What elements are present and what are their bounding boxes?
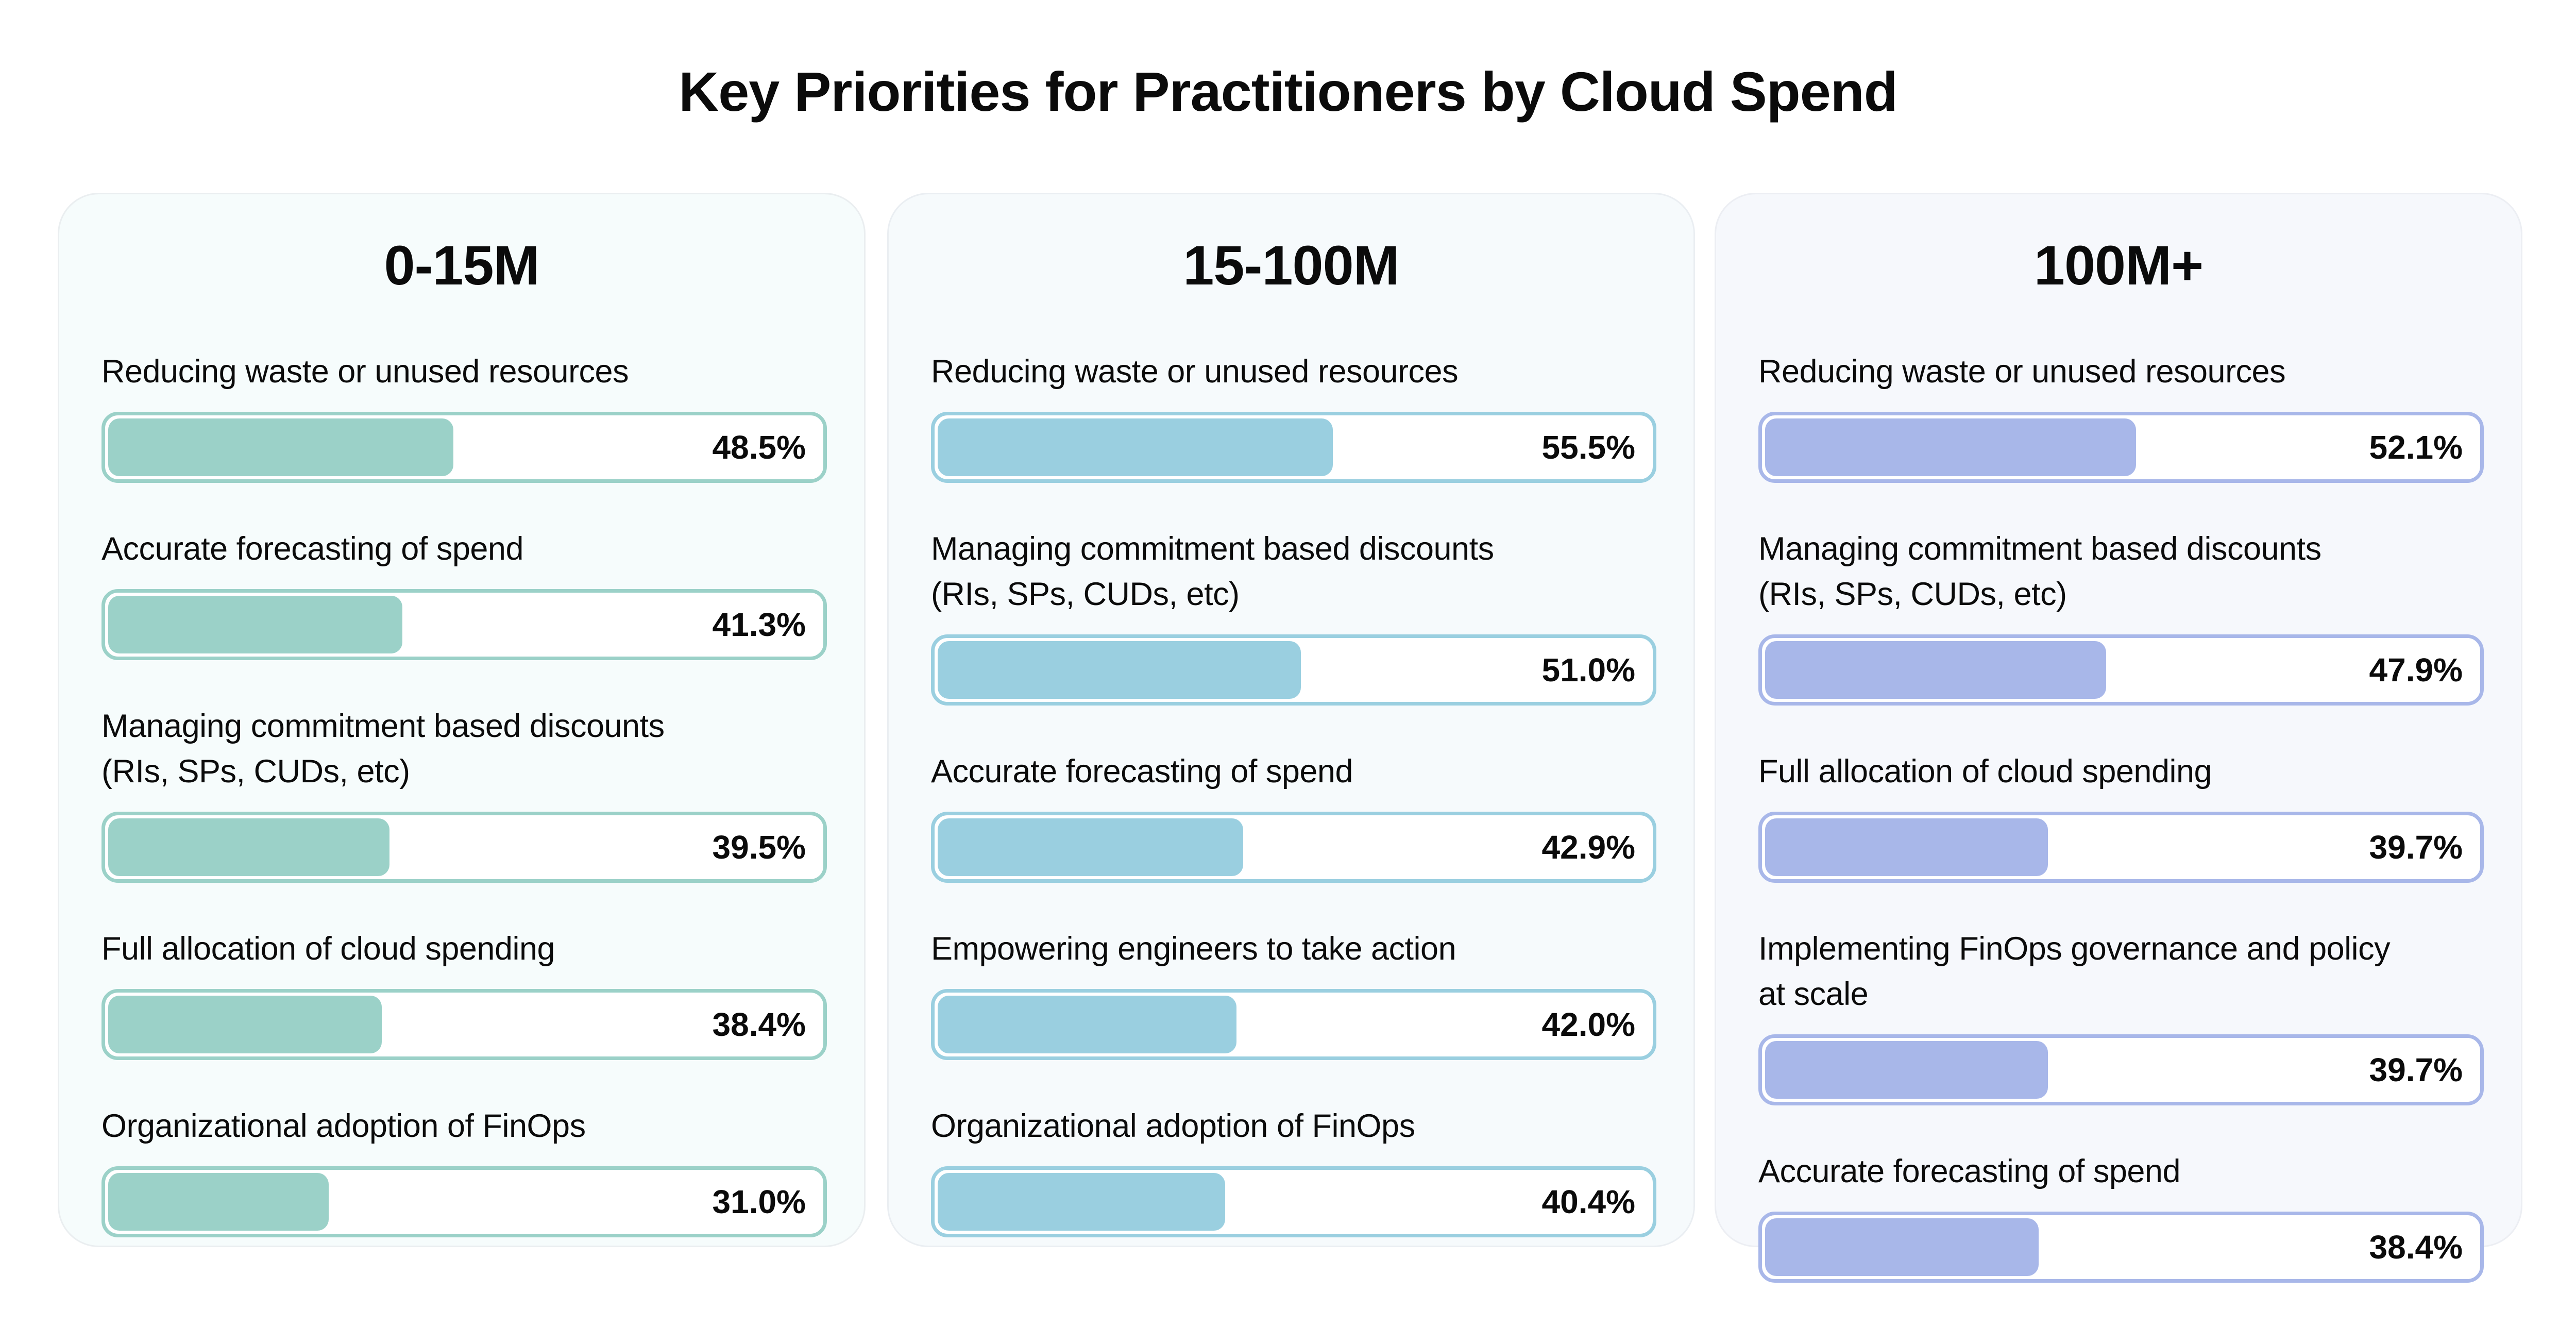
bar-fill bbox=[108, 596, 402, 653]
priority-label: Organizational adoption of FinOps bbox=[101, 1108, 586, 1144]
bar-value-label: 55.5% bbox=[1541, 429, 1635, 466]
bar-fill bbox=[108, 1173, 329, 1231]
bar-fill bbox=[938, 1173, 1226, 1231]
bar-fill bbox=[1765, 818, 2048, 876]
bar-value-label: 41.3% bbox=[712, 606, 806, 643]
priority-item: Accurate forecasting of spend 42.9% bbox=[931, 749, 1656, 883]
priority-item: Organizational adoption of FinOps 40.4% bbox=[931, 1103, 1656, 1237]
bar-track: 47.9% bbox=[1758, 634, 2484, 706]
priority-item: Accurate forecasting of spend 38.4% bbox=[1758, 1149, 2484, 1283]
bar-value-label: 42.9% bbox=[1541, 829, 1635, 866]
bar-track: 42.0% bbox=[931, 989, 1656, 1060]
bar-track: 41.3% bbox=[101, 589, 827, 660]
bar-track: 31.0% bbox=[101, 1166, 827, 1237]
priority-list: Reducing waste or unused resources 55.5% M… bbox=[931, 349, 1656, 1281]
priority-label: Implementing FinOps governance and polic… bbox=[1758, 931, 2391, 1012]
panel-title: 100M+ bbox=[2033, 234, 2204, 296]
bar-value-label: 48.5% bbox=[712, 429, 806, 466]
bar-fill bbox=[938, 641, 1301, 699]
priority-label: Managing commitment based discounts (RIs… bbox=[101, 708, 665, 790]
priority-item: Reducing waste or unused resources 52.1% bbox=[1758, 349, 2484, 483]
panel-15-100m: 15-100M Reducing waste or unused resourc… bbox=[887, 193, 1695, 1247]
bar-fill bbox=[938, 818, 1243, 876]
priority-item: Managing commitment based discounts (RIs… bbox=[101, 703, 827, 883]
bar-value-label: 39.7% bbox=[2369, 1051, 2463, 1088]
bar-fill bbox=[1765, 1218, 2039, 1276]
priority-label: Accurate forecasting of spend bbox=[101, 531, 524, 567]
bar-fill bbox=[938, 996, 1237, 1053]
bar-track: 48.5% bbox=[101, 412, 827, 483]
bar-fill bbox=[1765, 418, 2137, 476]
priority-label: Managing commitment based discounts (RIs… bbox=[931, 531, 1494, 612]
priority-item: Implementing FinOps governance and polic… bbox=[1758, 926, 2484, 1105]
priority-item: Accurate forecasting of spend 41.3% bbox=[101, 526, 827, 660]
priority-label: Accurate forecasting of spend bbox=[931, 753, 1353, 790]
priority-item: Full allocation of cloud spending 39.7% bbox=[1758, 749, 2484, 883]
bar-track: 42.9% bbox=[931, 812, 1656, 883]
bar-value-label: 31.0% bbox=[712, 1183, 806, 1220]
chart-title: Key Priorities for Practitioners by Clou… bbox=[679, 60, 1898, 123]
priority-label: Reducing waste or unused resources bbox=[1758, 354, 2286, 390]
bar-fill bbox=[1765, 641, 2106, 699]
panel-title: 0-15M bbox=[384, 234, 539, 296]
priority-item: Managing commitment based discounts (RIs… bbox=[1758, 526, 2484, 706]
priority-label: Empowering engineers to take action bbox=[931, 931, 1456, 967]
bar-track: 51.0% bbox=[931, 634, 1656, 706]
priority-label: Organizational adoption of FinOps bbox=[931, 1108, 1415, 1144]
priority-label: Full allocation of cloud spending bbox=[1758, 753, 2212, 790]
bar-value-label: 51.0% bbox=[1541, 651, 1635, 689]
bar-value-label: 52.1% bbox=[2369, 429, 2463, 466]
panel-0-15m: 0-15M Reducing waste or unused resources… bbox=[58, 193, 866, 1247]
priority-label: Full allocation of cloud spending bbox=[101, 931, 555, 967]
bar-track: 55.5% bbox=[931, 412, 1656, 483]
panel-100m-plus: 100M+ Reducing waste or unused resources… bbox=[1715, 193, 2522, 1283]
bar-track: 38.4% bbox=[1758, 1212, 2484, 1283]
bar-fill bbox=[108, 818, 389, 876]
priority-label: Reducing waste or unused resources bbox=[931, 354, 1459, 390]
bar-value-label: 40.4% bbox=[1541, 1183, 1635, 1220]
bar-track: 39.7% bbox=[1758, 1034, 2484, 1105]
priority-item: Full allocation of cloud spending 38.4% bbox=[101, 926, 827, 1060]
priority-item: Managing commitment based discounts (RIs… bbox=[931, 526, 1656, 706]
bar-fill bbox=[108, 418, 454, 476]
bar-fill bbox=[1765, 1041, 2048, 1099]
priority-list: Reducing waste or unused resources 48.5% A… bbox=[101, 349, 827, 1281]
bar-track: 38.4% bbox=[101, 989, 827, 1060]
priority-label: Reducing waste or unused resources bbox=[101, 354, 629, 390]
bar-value-label: 47.9% bbox=[2369, 651, 2463, 689]
bar-value-label: 38.4% bbox=[2369, 1229, 2463, 1266]
priority-list: Reducing waste or unused resources 52.1% M… bbox=[1758, 349, 2484, 1326]
bar-track: 39.5% bbox=[101, 812, 827, 883]
priority-item: Reducing waste or unused resources 48.5% bbox=[101, 349, 827, 483]
bar-value-label: 38.4% bbox=[712, 1006, 806, 1043]
priority-item: Organizational adoption of FinOps 31.0% bbox=[101, 1103, 827, 1237]
bar-fill bbox=[938, 418, 1333, 476]
priority-label: Managing commitment based discounts (RIs… bbox=[1758, 531, 2321, 612]
bar-track: 52.1% bbox=[1758, 412, 2484, 483]
bar-value-label: 39.7% bbox=[2369, 829, 2463, 866]
bar-fill bbox=[108, 996, 382, 1053]
bar-value-label: 42.0% bbox=[1541, 1006, 1635, 1043]
panel-title: 15-100M bbox=[1183, 234, 1399, 296]
bar-track: 40.4% bbox=[931, 1166, 1656, 1237]
priority-item: Empowering engineers to take action 42.0% bbox=[931, 926, 1656, 1060]
bar-value-label: 39.5% bbox=[712, 829, 806, 866]
bar-track: 39.7% bbox=[1758, 812, 2484, 883]
priority-item: Reducing waste or unused resources 55.5% bbox=[931, 349, 1656, 483]
priority-label: Accurate forecasting of spend bbox=[1758, 1153, 2181, 1189]
